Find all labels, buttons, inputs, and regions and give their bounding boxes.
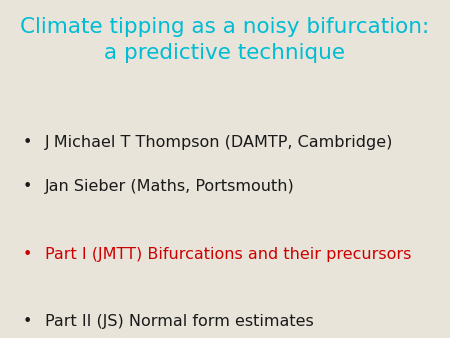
Text: Climate tipping as a noisy bifurcation:
a predictive technique: Climate tipping as a noisy bifurcation: …: [20, 17, 430, 63]
Text: •: •: [22, 179, 32, 194]
Text: •: •: [22, 135, 32, 150]
Text: Part II (JS) Normal form estimates: Part II (JS) Normal form estimates: [45, 314, 314, 329]
Text: •: •: [22, 314, 32, 329]
Text: •: •: [22, 247, 32, 262]
Text: Jan Sieber (Maths, Portsmouth): Jan Sieber (Maths, Portsmouth): [45, 179, 295, 194]
Text: J Michael T Thompson (DAMTP, Cambridge): J Michael T Thompson (DAMTP, Cambridge): [45, 135, 393, 150]
Text: Part I (JMTT) Bifurcations and their precursors: Part I (JMTT) Bifurcations and their pre…: [45, 247, 411, 262]
